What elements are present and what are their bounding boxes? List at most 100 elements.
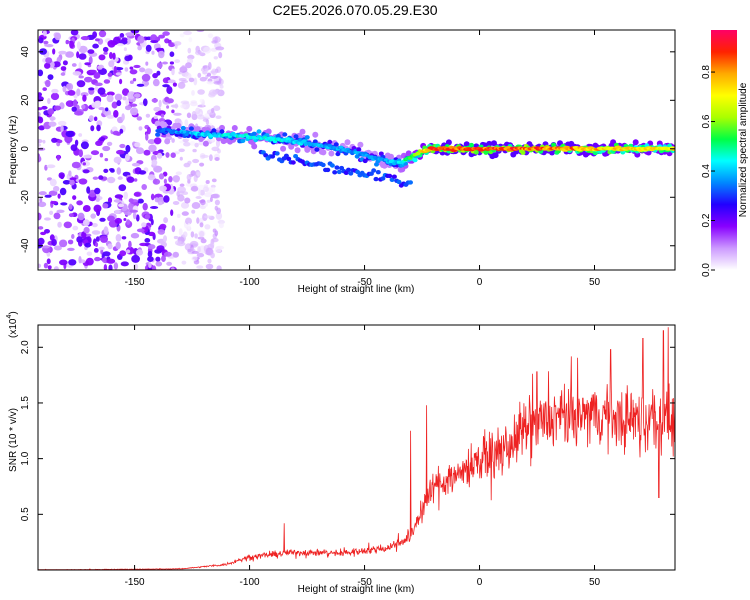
x-tick-label: 50 [589, 277, 601, 288]
noise-blob [67, 90, 76, 96]
noise-blob [212, 193, 221, 199]
noise-blob [47, 74, 54, 80]
noise-blob [137, 45, 142, 51]
ridge-blob [301, 139, 307, 143]
noise-blob [174, 43, 178, 49]
noise-blob [78, 45, 88, 54]
ridge-blob [314, 147, 320, 152]
noise-blob [113, 262, 119, 270]
ridge-blob [327, 143, 332, 148]
colorbar-tick-label: 0.6 [701, 114, 712, 128]
noise-blob [115, 72, 122, 76]
noise-blob [116, 149, 125, 155]
noise-blob [209, 196, 213, 202]
noise-blob [174, 240, 182, 246]
ridge-blob [520, 150, 526, 155]
noise-blob [62, 60, 68, 66]
noise-blob [109, 52, 113, 59]
noise-blob [80, 36, 90, 41]
noise-blob [188, 37, 193, 43]
ridge-blob [154, 120, 161, 127]
noise-blob [102, 46, 109, 53]
noise-blob [143, 149, 151, 156]
noise-blob [138, 126, 143, 131]
noise-blob [218, 222, 224, 229]
noise-blob [170, 209, 174, 216]
noise-blob [39, 197, 43, 203]
noise-blob [173, 112, 182, 116]
ridge-blob [246, 125, 253, 132]
noise-blob [91, 230, 101, 235]
noise-blob [103, 264, 108, 270]
noise-blob [186, 112, 192, 119]
noise-blob [171, 225, 176, 233]
y-tick-label: -20 [20, 190, 31, 205]
noise-blob [218, 51, 223, 59]
noise-blob [213, 80, 222, 85]
noise-blob [82, 169, 90, 174]
noise-blob [195, 196, 202, 199]
noise-blob [212, 89, 222, 95]
noise-blob [68, 259, 77, 266]
ridge-blob [339, 165, 345, 171]
noise-blob [51, 238, 57, 247]
noise-blob [106, 176, 116, 184]
noise-blob [95, 140, 103, 146]
noise-blob [107, 72, 113, 77]
noise-blob [182, 231, 188, 238]
noise-blob [69, 177, 77, 181]
noise-blob [202, 65, 208, 69]
noise-blob [179, 183, 185, 187]
noise-blob [204, 202, 208, 207]
noise-blob [177, 213, 181, 218]
noise-blob [185, 217, 192, 225]
noise-blob [189, 141, 196, 146]
noise-blob [205, 119, 210, 125]
noise-blob [194, 142, 199, 148]
x-tick-label: -100 [240, 277, 260, 288]
noise-blob [59, 187, 67, 196]
noise-blob [210, 184, 216, 188]
x-tick-label: -150 [125, 277, 145, 288]
noise-blob [145, 133, 149, 141]
colorbar-ticks: 0.0 0.2 0.4 0.6 0.8 [701, 65, 715, 277]
noise-blob [171, 138, 175, 143]
ridge-blob [333, 142, 339, 147]
noise-blob [208, 61, 212, 70]
noise-blob [92, 31, 97, 39]
noise-blob [98, 107, 105, 111]
noise-blob [216, 265, 222, 270]
noise-blob [199, 98, 204, 103]
noise-blob [197, 246, 201, 253]
noise-blob [197, 184, 205, 190]
noise-blob [157, 152, 163, 159]
noise-blob [196, 217, 200, 224]
noise-blob [38, 125, 45, 131]
noise-blob [38, 201, 47, 208]
noise-blob [169, 61, 174, 65]
noise-blob [172, 201, 180, 205]
ridge-blob [355, 169, 361, 175]
noise-blob [87, 49, 95, 54]
noise-blob [53, 105, 62, 111]
ridge-blob [202, 140, 209, 147]
noise-blob [141, 73, 151, 82]
noise-blob [199, 222, 204, 228]
noise-blob [123, 218, 127, 221]
noise-blob [86, 251, 93, 256]
noise-blob [45, 44, 54, 48]
noise-blob [136, 214, 140, 222]
noise-blob [168, 176, 173, 183]
noise-blob [200, 199, 206, 206]
noise-blob [158, 173, 165, 180]
noise-blob [158, 50, 165, 59]
noise-blob [38, 111, 41, 117]
noise-blob [72, 195, 77, 201]
y-tick-label: 20 [20, 94, 31, 106]
noise-blob [159, 223, 167, 230]
noise-blob [173, 235, 179, 240]
noise-blob [88, 115, 94, 122]
noise-blob [56, 154, 61, 161]
ridge-blob [380, 176, 386, 181]
svg-text:(x104): (x104) [6, 311, 19, 338]
